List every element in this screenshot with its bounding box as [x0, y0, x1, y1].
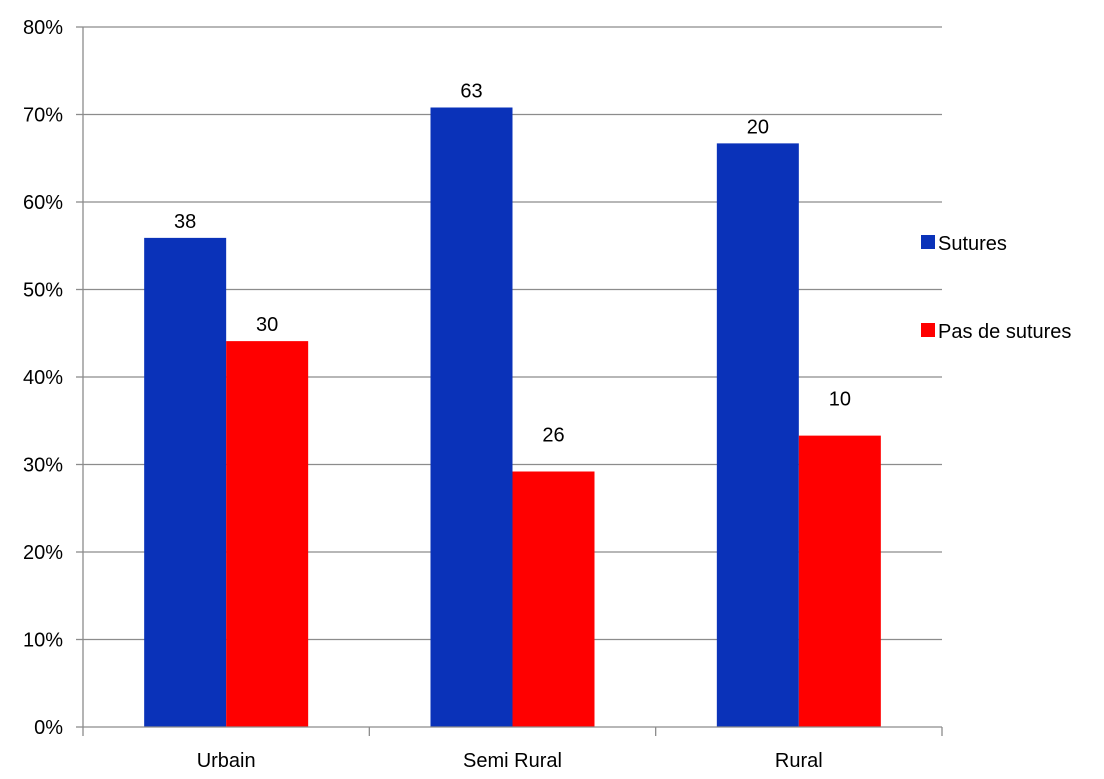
- labels: 38 30 63 26 20 10: [174, 81, 851, 447]
- bar-pas-de-sutures: [226, 341, 309, 727]
- y-tick-label: 0%: [34, 717, 63, 739]
- bar-sutures: [716, 143, 799, 727]
- y-tick-label: 80%: [23, 17, 63, 39]
- y-tick-label: 70%: [23, 105, 63, 127]
- data-label: 63: [460, 81, 482, 103]
- legend-swatch: [921, 235, 935, 249]
- legend-swatch: [921, 323, 935, 337]
- legend-label: Pas de sutures: [938, 321, 1071, 343]
- bars: [144, 107, 881, 727]
- legend: Sutures Pas de sutures: [921, 233, 1071, 343]
- bar-pas-de-sutures: [512, 471, 595, 727]
- y-tick-label: 20%: [23, 542, 63, 564]
- bar-sutures: [144, 237, 227, 727]
- x-tick-label: Rural: [775, 750, 823, 772]
- y-tick-label: 10%: [23, 630, 63, 652]
- legend-label: Sutures: [938, 233, 1007, 255]
- bar-sutures: [430, 107, 513, 727]
- data-label: 26: [542, 425, 564, 447]
- data-label: 10: [829, 389, 851, 411]
- data-label: 30: [256, 314, 278, 336]
- bar-pas-de-sutures: [798, 435, 881, 727]
- axes: 0% 10% 20% 30% 40% 50% 60% 70% 80% Urbain Semi Rur…: [23, 17, 943, 772]
- x-tick-label: Semi Rural: [463, 750, 562, 772]
- data-label: 38: [174, 211, 196, 233]
- x-tick-label: Urbain: [197, 750, 256, 772]
- y-tick-label: 30%: [23, 455, 63, 477]
- y-tick-label: 40%: [23, 367, 63, 389]
- y-tick-label: 50%: [23, 280, 63, 302]
- y-tick-label: 60%: [23, 192, 63, 214]
- data-label: 20: [747, 116, 769, 138]
